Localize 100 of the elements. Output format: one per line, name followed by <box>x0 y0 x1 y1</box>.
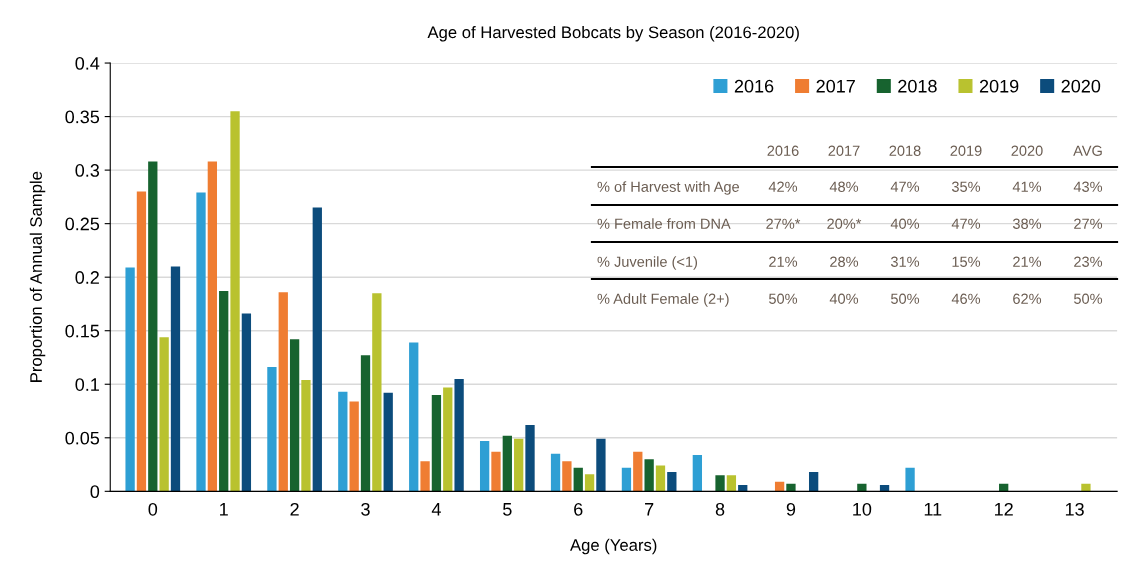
y-tick-label: 0 <box>90 485 100 499</box>
bar <box>372 293 382 492</box>
bar <box>738 484 748 492</box>
bar <box>454 378 464 492</box>
annotation: 2020 <box>1011 145 1043 156</box>
y-tick-label: 0.2 <box>75 271 99 284</box>
x-tick-label: 6 <box>574 502 583 516</box>
annotation: % of Harvest with Age <box>597 181 740 195</box>
annotation: 2017 <box>828 145 860 156</box>
bar <box>230 111 240 492</box>
y-tick-label: 0.05 <box>65 431 100 445</box>
annotation: 38% <box>1012 218 1042 229</box>
annotation: 50% <box>890 293 920 304</box>
bar <box>621 467 632 492</box>
x-tick-label: 1 <box>220 503 228 516</box>
bar <box>692 454 703 492</box>
annotation: 50% <box>1073 293 1103 304</box>
legend-label: 2017 <box>816 79 855 93</box>
x-tick-label: 4 <box>431 503 441 516</box>
bar <box>420 461 430 492</box>
annotation: 40% <box>890 218 920 229</box>
bar <box>514 438 524 492</box>
bar <box>584 474 595 492</box>
annotation: 21% <box>1013 256 1042 267</box>
bar <box>479 441 490 492</box>
annotation: 28% <box>830 256 859 267</box>
bar <box>808 472 819 492</box>
bar <box>136 191 147 492</box>
y-axis-title: Proportion of Annual Sample <box>29 171 46 382</box>
y-tick-label: 0.25 <box>65 217 100 231</box>
x-tick-label: 13 <box>1065 502 1084 516</box>
bar <box>905 467 915 492</box>
y-tick-label: 0.1 <box>75 378 99 391</box>
bar <box>999 483 1009 492</box>
bar <box>1081 483 1091 492</box>
annotation: AVG <box>1073 145 1102 156</box>
annotation: 50% <box>768 293 798 304</box>
bar <box>525 424 535 492</box>
bar <box>196 192 206 492</box>
legend-label: 2019 <box>979 79 1019 93</box>
annotation: 2018 <box>889 145 921 156</box>
annotation: 43% <box>1073 181 1103 192</box>
annotation: 35% <box>951 181 981 192</box>
annotation: 27% <box>1074 218 1103 229</box>
bar <box>667 472 677 492</box>
y-tick-label: 0.35 <box>65 110 100 124</box>
bar <box>360 355 371 492</box>
x-axis-title: Age (Years) <box>570 538 657 555</box>
annotation: % Juvenile (<1) <box>597 256 698 270</box>
bar <box>278 292 288 492</box>
bar <box>774 481 785 492</box>
x-tick-label: 7 <box>645 503 654 516</box>
x-tick-label: 12 <box>995 502 1013 516</box>
annotation: 27%* <box>766 218 801 229</box>
annotation: % Female from DNA <box>597 218 731 229</box>
bar <box>170 266 181 492</box>
bar <box>159 337 169 492</box>
y-tick-label: 0.4 <box>75 56 100 70</box>
bar <box>857 483 867 492</box>
bar <box>633 451 643 492</box>
bar <box>289 339 300 492</box>
bar <box>573 467 583 492</box>
annotation: 21% <box>769 256 798 267</box>
bar <box>349 401 359 492</box>
bar <box>219 291 229 492</box>
bar <box>409 342 419 492</box>
bar <box>596 438 606 492</box>
y-tick-label: 0.15 <box>65 324 100 338</box>
bar <box>312 207 322 492</box>
bar <box>443 387 453 492</box>
bar <box>148 161 158 492</box>
x-tick-label: 8 <box>715 502 725 516</box>
x-tick-label: 9 <box>786 502 796 516</box>
annotation: 20%* <box>827 218 862 229</box>
annotation: 47% <box>890 181 920 192</box>
annotation: 23% <box>1074 256 1103 267</box>
bar <box>655 465 666 492</box>
legend-label: 2020 <box>1061 79 1101 93</box>
bar <box>715 475 725 492</box>
annotation: 2016 <box>767 145 799 156</box>
bar <box>241 313 252 492</box>
bar <box>125 267 135 492</box>
bar <box>267 367 277 492</box>
annotation: 48% <box>829 181 859 192</box>
x-tick-label: 11 <box>924 503 942 516</box>
annotation: % Adult Female (2+) <box>597 293 729 307</box>
bar <box>879 484 890 492</box>
x-tick-label: 5 <box>503 503 512 516</box>
annotation: 40% <box>829 293 859 304</box>
bar <box>502 435 512 492</box>
annotation: 62% <box>1013 293 1042 304</box>
bar <box>301 379 311 492</box>
bar <box>491 451 501 492</box>
bar <box>644 459 654 492</box>
x-tick-label: 0 <box>148 502 158 516</box>
chart-title: Age of Harvested Bobcats by Season (2016-2020) <box>427 25 799 42</box>
bar <box>786 483 796 492</box>
annotation: 46% <box>951 293 981 304</box>
bar <box>431 394 442 492</box>
bar <box>338 391 348 492</box>
